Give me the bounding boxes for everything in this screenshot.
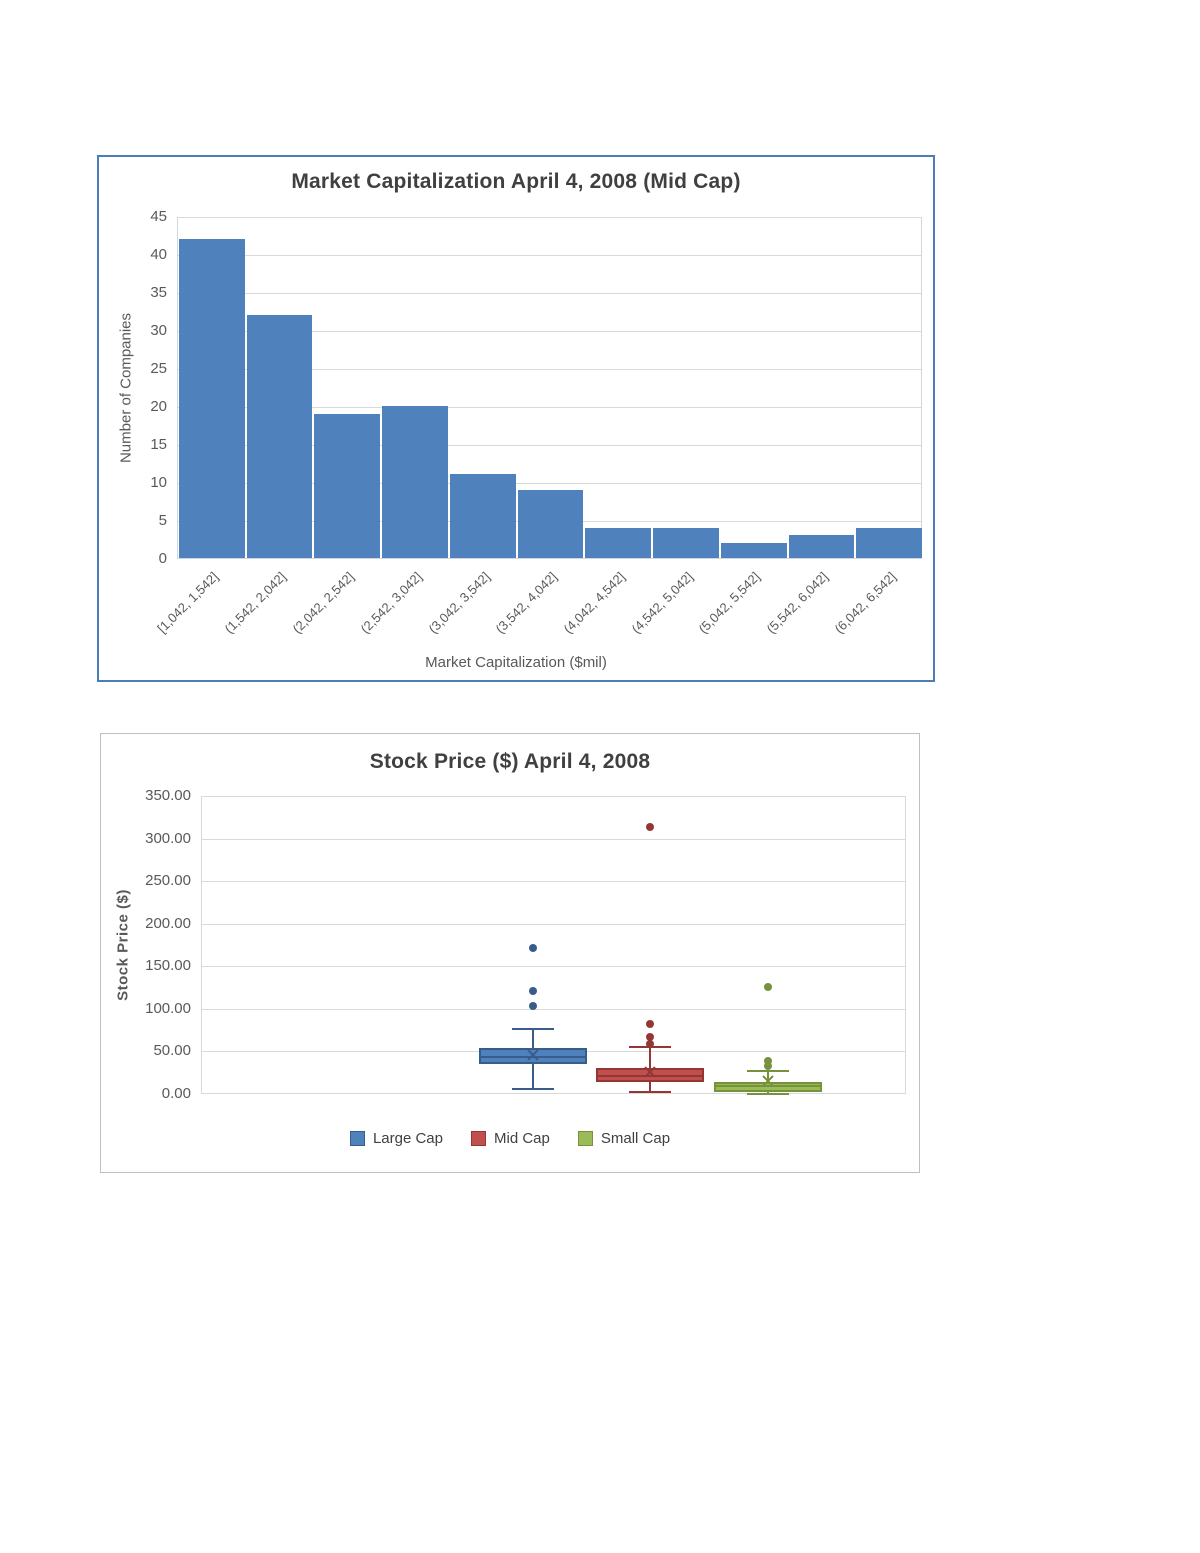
boxplot-y-tick-label: 150.00 [145, 957, 191, 975]
large-cap-upper-whisker-cap [512, 1027, 555, 1030]
histogram-bar [382, 406, 448, 558]
histogram-y-tick-label: 30 [150, 322, 167, 339]
mid-cap-outlier-point [646, 1020, 655, 1029]
histogram-y-tick-label: 0 [158, 550, 167, 567]
histogram-gridline [178, 483, 921, 484]
histogram-gridline [178, 369, 921, 370]
mid-cap-median-line [596, 1075, 705, 1078]
large-cap-upper-whisker [532, 1028, 535, 1049]
histogram-y-tick-label: 5 [158, 512, 167, 529]
mid-cap-lower-whisker-cap [629, 1091, 672, 1094]
histogram-bar [653, 527, 719, 558]
boxplot-chart: Stock Price ($) April 4, 2008 Stock Pric… [100, 733, 920, 1173]
histogram-y-tick-label: 10 [150, 474, 167, 491]
histogram-x-tick-label: (3,042, 3,542] [425, 569, 493, 637]
small-cap-lower-whisker-cap [747, 1093, 790, 1096]
histogram-y-tick-label: 20 [150, 398, 167, 415]
boxplot-gridline [202, 796, 905, 797]
boxplot-title: Stock Price ($) April 4, 2008 [369, 750, 651, 773]
boxplot-gridline [202, 1008, 905, 1010]
histogram-x-tick-label: (1,542, 2,042] [221, 569, 290, 637]
mid-cap-outlier-point [646, 1033, 655, 1042]
histogram-x-tick-label: (5,042, 5,542] [695, 569, 764, 637]
histogram-chart: Market Capitalization April 4, 2008 (Mid… [97, 155, 935, 682]
legend-label-large-cap: Large Cap [372, 1130, 443, 1147]
histogram-x-tick-label: (5,542, 6,042] [763, 569, 832, 637]
mid-cap-upper-whisker [649, 1047, 652, 1068]
small-cap-mean-marker [762, 1075, 774, 1088]
small-cap-swatch-icon [577, 1131, 593, 1146]
histogram-x-tick-label: (2,042, 2,542] [289, 569, 357, 637]
histogram-bar [179, 238, 245, 558]
histogram-bar [585, 527, 652, 558]
histogram-plot-area [177, 217, 922, 559]
boxplot-plot-area [201, 796, 906, 1096]
boxplot-gridline [202, 881, 905, 883]
histogram-x-axis-title: Market Capitalization ($mil) [425, 654, 607, 671]
legend-item-mid-cap: Mid Cap [471, 1130, 550, 1147]
mid-cap-outlier-point [646, 822, 655, 831]
large-cap-outlier-point [529, 943, 538, 952]
small-cap-outlier-point [764, 1062, 773, 1071]
boxplot-y-axis-title: Stock Price ($) [114, 889, 132, 1001]
legend-label-small-cap: Small Cap [600, 1130, 671, 1147]
boxplot-y-tick-label: 300.00 [145, 829, 191, 847]
mid-cap-mean-marker [644, 1066, 657, 1078]
histogram-bar [314, 413, 381, 558]
boxplot-y-tick-label: 100.00 [145, 999, 191, 1017]
large-cap-outlier-point [529, 987, 538, 996]
histogram-x-tick-label: (4,042, 4,542] [560, 569, 628, 637]
boxplot-gridline [202, 966, 905, 968]
histogram-bar [449, 474, 516, 558]
histogram-x-tick-label: (6,042, 6,542] [831, 569, 899, 637]
histogram-x-tick-label: (2,542, 3,042] [357, 569, 425, 637]
boxplot-y-tick-label: 250.00 [145, 872, 191, 890]
histogram-gridline [178, 407, 921, 408]
boxplot-y-tick-label: 200.00 [145, 914, 191, 932]
small-cap-upper-whisker-cap [747, 1070, 790, 1073]
large-cap-lower-whisker-cap [512, 1088, 555, 1091]
boxplot-y-tick-label: 350.00 [145, 787, 191, 804]
histogram-x-tick-label: (3,542, 4,042] [492, 569, 561, 637]
mid-cap-swatch-icon [471, 1131, 486, 1146]
large-cap-lower-whisker [532, 1064, 535, 1090]
small-cap-upper-whisker [767, 1071, 770, 1083]
histogram-y-tick-label: 45 [150, 208, 167, 225]
boxplot-y-tick-label: 50.00 [153, 1042, 191, 1060]
histogram-bar [788, 535, 855, 558]
histogram-bar [720, 542, 787, 558]
boxplot-gridline [202, 838, 905, 840]
histogram-y-tick-label: 40 [150, 246, 167, 263]
histogram-y-tick-label: 25 [150, 360, 167, 377]
histogram-title: Market Capitalization April 4, 2008 (Mid… [291, 170, 741, 193]
histogram-y-tick-label: 15 [150, 436, 167, 453]
legend-label-mid-cap: Mid Cap [494, 1130, 550, 1147]
large-cap-mean-marker [527, 1049, 540, 1061]
boxplot-gridline [202, 923, 905, 925]
legend-item-small-cap: Small Cap [577, 1130, 671, 1147]
legend-item-large-cap: Large Cap [349, 1130, 443, 1147]
histogram-x-tick-label: (4,542, 5,042] [628, 569, 696, 637]
histogram-y-tick-label: 35 [150, 284, 167, 301]
histogram-x-tick-label: [1,042, 1,542] [154, 569, 222, 636]
large-cap-outlier-point [529, 1002, 538, 1011]
histogram-bar [246, 314, 313, 558]
histogram-gridline [178, 255, 921, 256]
small-cap-median-line [714, 1085, 823, 1088]
large-cap-swatch-icon [349, 1131, 365, 1146]
histogram-gridline [178, 445, 921, 446]
mid-cap-outlier-point [646, 1039, 655, 1048]
boxplot-y-tick-label: 0.00 [161, 1085, 191, 1102]
boxplot-legend: Large Cap Mid Cap Small Cap [101, 1130, 919, 1147]
mid-cap-lower-whisker [649, 1082, 652, 1093]
histogram-bar [856, 527, 922, 558]
small-cap-outlier-point [764, 982, 773, 991]
small-cap-outlier-point [764, 1056, 773, 1065]
histogram-gridline [178, 217, 921, 218]
histogram-gridline [178, 331, 921, 332]
histogram-gridline [178, 293, 921, 294]
histogram-bar [517, 489, 584, 558]
